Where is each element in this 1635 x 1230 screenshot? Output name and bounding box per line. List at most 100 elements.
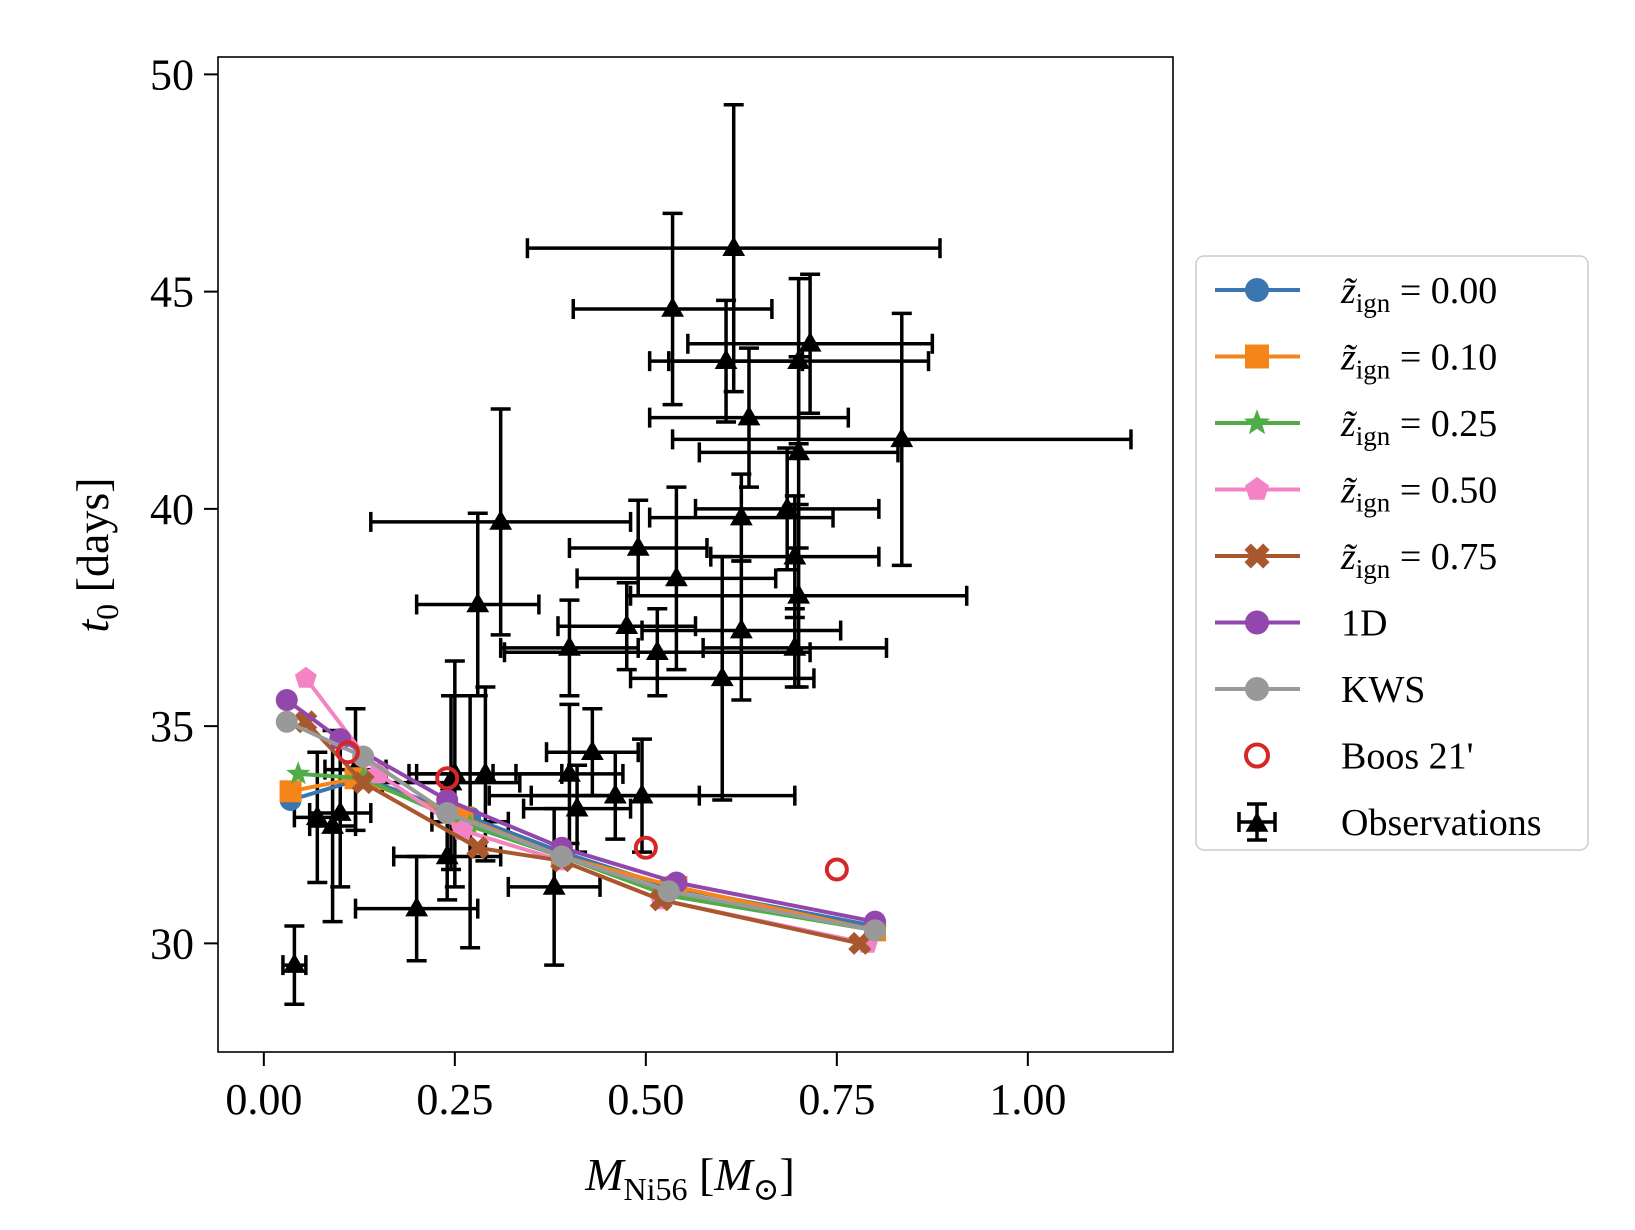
observation-marker — [603, 783, 627, 804]
observation-point — [670, 311, 1133, 568]
observation-marker — [722, 236, 746, 256]
legend-label: z̃ign = 0.25 — [1340, 403, 1497, 451]
observation-marker — [558, 761, 581, 782]
observation-marker — [798, 331, 822, 352]
legend-label: z̃ign = 0.00 — [1340, 270, 1497, 318]
observations-layer — [281, 103, 1133, 1006]
observation-marker — [787, 583, 811, 604]
observation-marker — [787, 440, 811, 461]
x-tick-label: 0.00 — [225, 1075, 302, 1124]
x-tick-label: 0.25 — [416, 1075, 493, 1124]
legend-marker — [1245, 677, 1269, 701]
observation-point — [701, 607, 889, 689]
legend-entry: Observations — [1237, 802, 1542, 844]
model-marker — [275, 689, 298, 712]
observation-marker — [729, 618, 753, 639]
observation-point — [571, 211, 774, 407]
axes-layer: 0.00 0.25 0.50 0.75 1.00 30 35 40 45 50 — [150, 50, 1066, 1124]
legend-entry: z̃ign = 0.00 — [1215, 270, 1497, 318]
y-axis-label: t0 [days] — [67, 477, 125, 632]
models-layer — [275, 666, 888, 955]
legend-marker — [1244, 742, 1270, 769]
legend-marker — [1245, 476, 1269, 500]
observation-marker — [890, 427, 914, 448]
observation-marker — [565, 796, 589, 817]
plot-frame — [217, 56, 1174, 1053]
observation-marker — [775, 496, 799, 517]
legend-entry: z̃ign = 0.50 — [1215, 470, 1497, 518]
y-tick-label: 45 — [150, 268, 194, 317]
model-marker — [848, 931, 872, 955]
observation-point — [502, 607, 812, 698]
boos-layer — [335, 740, 849, 882]
observation-point — [628, 554, 816, 802]
observation-point — [353, 854, 480, 963]
observation-marker — [305, 805, 329, 826]
observation-marker — [710, 666, 734, 687]
model-marker — [657, 880, 680, 903]
observation-point — [647, 346, 851, 489]
legend-label: z̃ign = 0.75 — [1340, 536, 1497, 584]
model-series-5 — [275, 689, 887, 933]
observation-marker — [645, 640, 669, 661]
observation-point — [529, 750, 702, 841]
legend: z̃ign = 0.00 z̃ign = 0.10 z̃ign = 0.25 z̃ig… — [1215, 270, 1542, 844]
observation-marker — [737, 405, 761, 426]
observation-marker — [474, 761, 497, 782]
observation-marker — [783, 544, 807, 565]
observation-marker — [405, 896, 429, 917]
observation-point — [686, 272, 935, 416]
observation-marker — [615, 614, 639, 634]
model-marker — [275, 710, 298, 733]
observation-point — [628, 502, 969, 689]
model-line — [285, 698, 876, 924]
model-marker — [436, 802, 459, 825]
model-line — [304, 720, 861, 946]
legend-marker — [1243, 409, 1271, 435]
observation-marker — [542, 874, 566, 895]
observation-marker — [283, 953, 306, 973]
observation-marker — [661, 297, 684, 317]
legend-marker — [1245, 278, 1269, 302]
observation-marker — [626, 535, 650, 556]
legend-box — [1195, 255, 1589, 851]
observation-point — [709, 494, 881, 620]
observation-point — [369, 407, 633, 637]
observation-marker — [714, 349, 738, 369]
y-tick-label: 35 — [150, 702, 194, 751]
observation-marker — [466, 592, 490, 613]
observation-marker — [435, 844, 459, 865]
legend-label: Boos 21' — [1341, 736, 1473, 778]
legend-marker — [1245, 812, 1269, 832]
boos-marker — [435, 766, 460, 791]
model-line — [285, 719, 876, 933]
legend-marker — [1245, 610, 1269, 635]
model-marker — [294, 666, 317, 688]
observation-marker — [489, 509, 513, 530]
observation-point — [281, 924, 308, 1006]
y-tick-label: 50 — [150, 50, 194, 99]
y-tick-label: 40 — [150, 485, 194, 534]
observation-point — [498, 598, 640, 698]
model-marker — [864, 919, 887, 942]
observation-point — [647, 472, 835, 563]
observation-point — [693, 446, 881, 572]
legend-entry: KWS — [1215, 669, 1425, 711]
x-tick-label: 0.75 — [798, 1075, 875, 1124]
boos-marker — [824, 857, 849, 882]
model-series-6 — [275, 710, 887, 942]
model-marker — [466, 836, 490, 860]
observation-point — [525, 103, 942, 394]
legend-marker — [1244, 543, 1270, 569]
model-marker — [351, 771, 375, 795]
legend-label: KWS — [1341, 669, 1425, 711]
legend-marker — [1245, 344, 1269, 369]
x-tick-label: 1.00 — [989, 1075, 1066, 1124]
observation-point — [307, 728, 358, 924]
boos-marker — [335, 740, 360, 765]
observation-marker — [321, 814, 344, 834]
observation-point — [567, 498, 709, 598]
model-marker — [550, 845, 573, 868]
legend-entry: z̃ign = 0.25 — [1215, 403, 1497, 451]
